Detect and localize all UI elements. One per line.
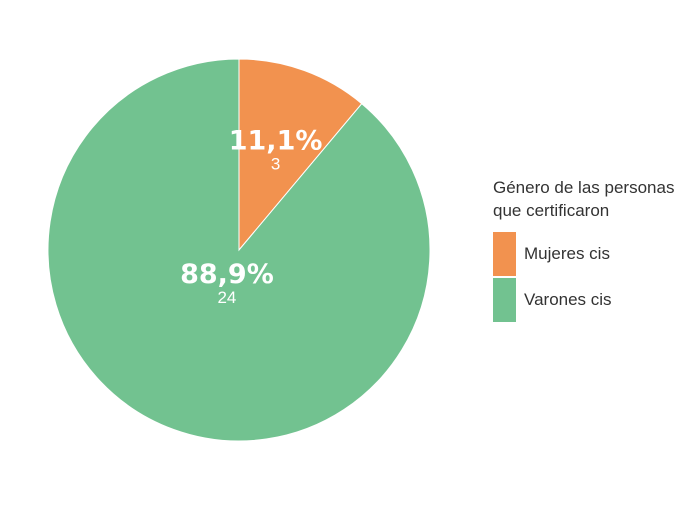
legend-label: Mujeres cis: [524, 244, 610, 263]
legend-title: Género de las personas que certificaron: [493, 176, 698, 222]
slice-percent-label: 11,1%: [229, 125, 323, 156]
legend-item-varones-cis[interactable]: Varones cis: [493, 278, 612, 322]
legend-label: Varones cis: [524, 290, 612, 309]
legend-item-mujeres-cis[interactable]: Mujeres cis: [493, 232, 610, 276]
legend-title-line: Género de las personas: [493, 178, 675, 197]
slice-value-label: 3: [271, 154, 280, 173]
pie-slice-varones-cis[interactable]: [47, 58, 431, 442]
slice-percent-label: 88,9%: [180, 259, 274, 290]
legend-swatch: [493, 278, 516, 322]
legend-swatch: [493, 232, 516, 276]
slice-value-label: 24: [217, 288, 236, 307]
legend-title-line: que certificaron: [493, 201, 610, 220]
pie-slice-mujeres-cis[interactable]: [238, 58, 363, 252]
